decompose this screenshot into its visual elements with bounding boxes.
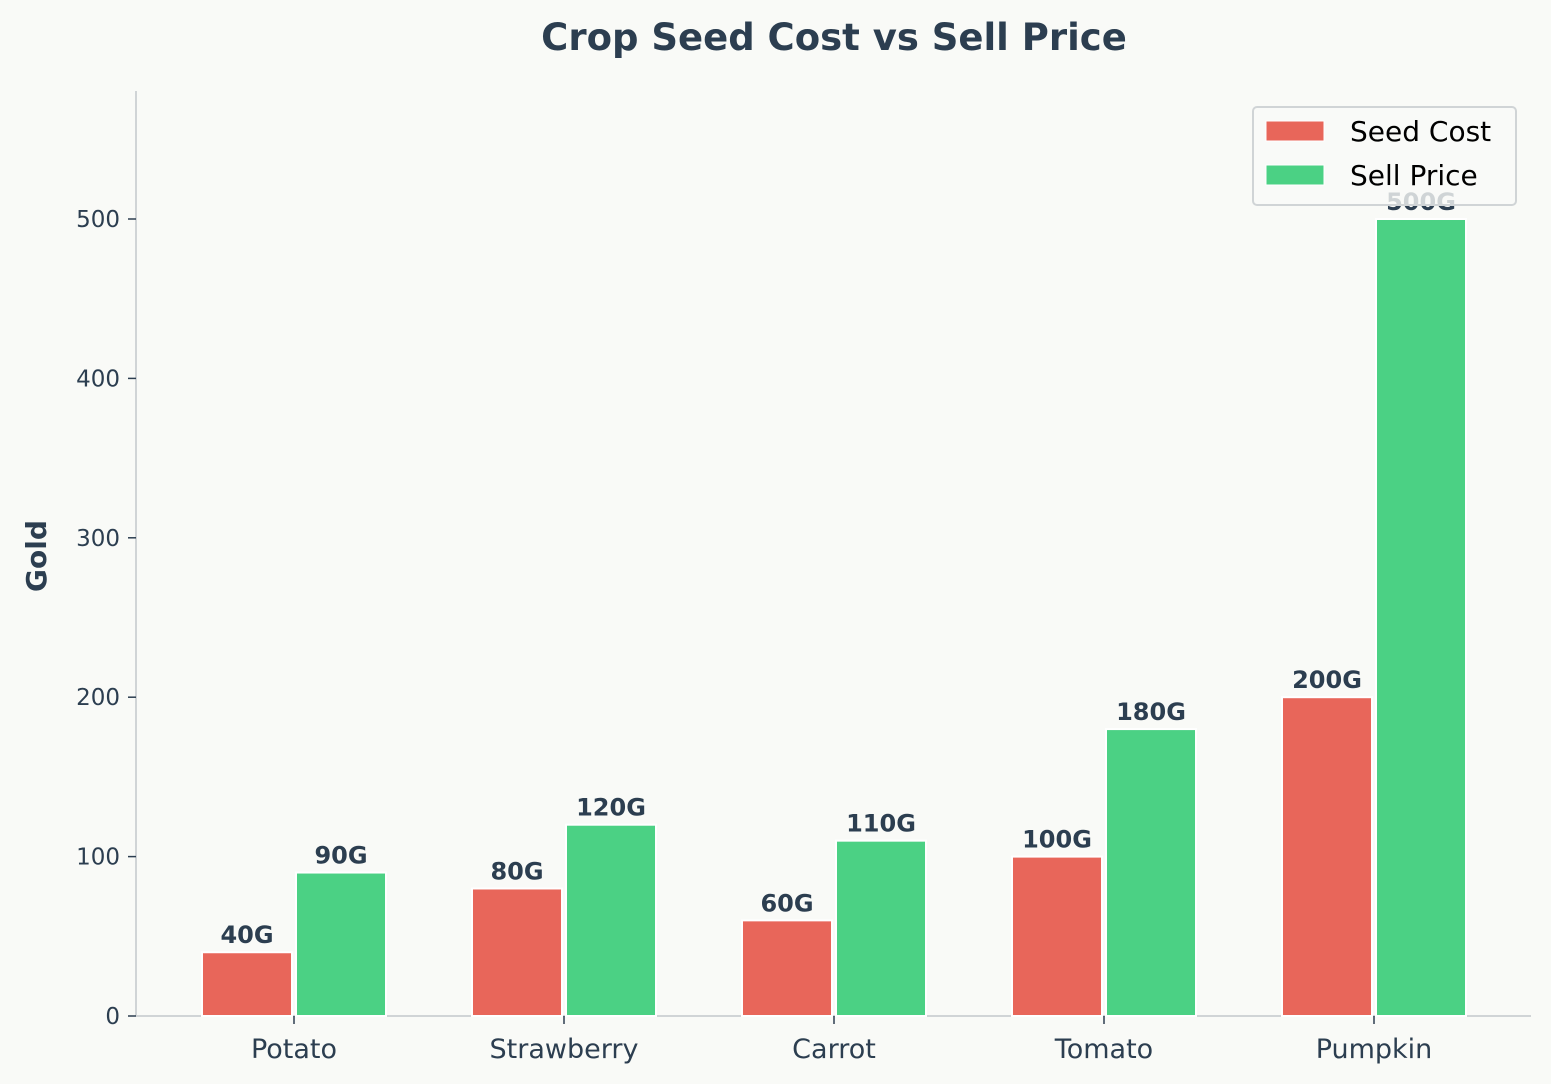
bars bbox=[201, 218, 1467, 1018]
bar-seed-cost-tomato bbox=[1011, 855, 1103, 1017]
data-label-sell-price-potato: 90G bbox=[314, 842, 367, 870]
x-ticks: Potato Strawberry Carrot Tomato Pumpkin bbox=[251, 1016, 1432, 1065]
chart-title: Crop Seed Cost vs Sell Price bbox=[541, 16, 1127, 59]
bar-seed-cost-potato bbox=[201, 951, 293, 1017]
data-label-seed-cost-tomato: 100G bbox=[1022, 826, 1092, 854]
legend-label-seed-cost: Seed Cost bbox=[1350, 115, 1491, 148]
x-tick-label: Tomato bbox=[1054, 1034, 1153, 1065]
bar-seed-cost-carrot bbox=[741, 919, 833, 1017]
x-tick-label: Potato bbox=[251, 1034, 337, 1065]
data-label-seed-cost-strawberry: 80G bbox=[490, 857, 543, 885]
data-labels: 40G90G80G120G60G110G100G180G200G500G bbox=[220, 188, 1455, 949]
legend: Seed Cost Sell Price bbox=[1252, 106, 1517, 206]
legend-swatch-sell-price bbox=[1265, 164, 1325, 186]
y-tick-label: 200 bbox=[76, 685, 120, 711]
data-label-seed-cost-potato: 40G bbox=[220, 921, 273, 949]
legend-label-sell-price: Sell Price bbox=[1350, 159, 1478, 192]
x-tick-label: Strawberry bbox=[490, 1034, 639, 1065]
bar-sell-price-tomato bbox=[1105, 728, 1197, 1018]
x-tick-label: Carrot bbox=[792, 1034, 876, 1065]
data-label-seed-cost-carrot: 60G bbox=[760, 889, 813, 917]
bar-sell-price-carrot bbox=[835, 839, 927, 1017]
bar-seed-cost-strawberry bbox=[471, 887, 563, 1017]
y-tick-label: 500 bbox=[76, 207, 120, 233]
y-tick-label: 0 bbox=[105, 1004, 120, 1030]
data-label-sell-price-carrot: 110G bbox=[846, 810, 916, 838]
legend-swatch-seed-cost bbox=[1265, 120, 1325, 142]
y-axis-label: Gold bbox=[20, 520, 53, 592]
bar-seed-cost-pumpkin bbox=[1281, 696, 1373, 1017]
data-label-seed-cost-pumpkin: 200G bbox=[1292, 666, 1362, 694]
bar-sell-price-strawberry bbox=[565, 823, 657, 1017]
y-tick-label: 100 bbox=[76, 845, 120, 871]
x-tick-label: Pumpkin bbox=[1316, 1034, 1433, 1065]
y-tick-label: 400 bbox=[76, 366, 120, 392]
bar-sell-price-pumpkin bbox=[1375, 218, 1467, 1017]
data-label-sell-price-tomato: 180G bbox=[1116, 698, 1186, 726]
data-label-sell-price-strawberry: 120G bbox=[576, 794, 646, 822]
bar-sell-price-potato bbox=[295, 871, 387, 1017]
y-ticks: 0 100 200 300 400 500 bbox=[76, 207, 136, 1030]
y-tick-label: 300 bbox=[76, 526, 120, 552]
